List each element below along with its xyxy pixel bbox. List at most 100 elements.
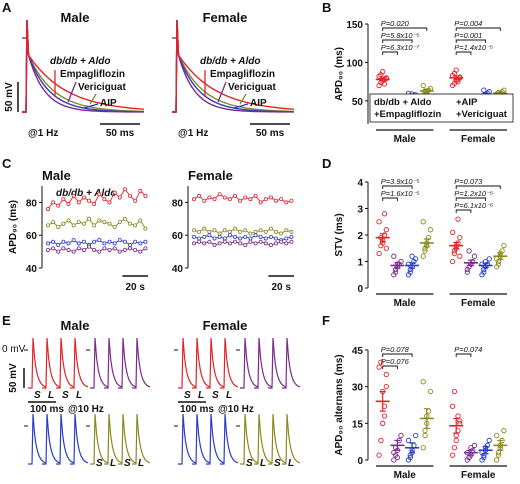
trace-label: AIP: [100, 98, 117, 109]
error-bar: [409, 442, 416, 454]
beat-label: L: [226, 390, 232, 401]
data-point: [202, 226, 207, 231]
data-point: [451, 250, 458, 257]
data-point: [46, 241, 51, 246]
data-point: [274, 241, 279, 246]
scale-label: 50 ms: [106, 128, 135, 139]
data-point: [92, 239, 97, 244]
bracket: [455, 197, 487, 201]
data-point: [81, 239, 86, 244]
scale-label: 50 ms: [256, 128, 285, 139]
ap-trace: [70, 413, 89, 465]
data-point: [289, 229, 294, 234]
data-point: [227, 241, 232, 246]
data-point: [197, 193, 202, 198]
data-point: [243, 195, 248, 200]
bracket: [382, 365, 398, 369]
data-point: [122, 239, 127, 244]
scale-label: 100 ms: [180, 404, 214, 415]
data-point: [413, 432, 419, 439]
data-point: [420, 82, 426, 89]
data-point: [268, 226, 273, 231]
data-point: [253, 229, 258, 234]
data-point: [391, 457, 397, 463]
data-point: [466, 248, 472, 254]
p-value: P=6.1x10⁻⁶: [454, 201, 493, 210]
data-point: [394, 454, 401, 461]
y-tick-label: 40: [26, 264, 38, 275]
data-point: [81, 247, 86, 252]
data-point: [381, 211, 388, 217]
beat-label: S: [246, 458, 253, 469]
y-tick-label: 40: [172, 264, 184, 275]
category-label: Male: [394, 134, 417, 145]
data-point: [381, 81, 388, 87]
data-point: [102, 197, 107, 202]
data-point: [207, 195, 212, 200]
error-bar: [423, 88, 430, 94]
category-label: Male: [394, 470, 417, 481]
data-point: [76, 246, 81, 251]
ap-trace: [132, 337, 151, 389]
ap-trace: [104, 413, 123, 465]
data-point: [138, 241, 143, 246]
data-point: [455, 413, 461, 419]
data-point: [46, 247, 51, 252]
trace-label: Vericiguat: [78, 82, 126, 93]
data-point: [258, 228, 263, 233]
data-point: [407, 269, 413, 275]
bracket: [382, 197, 398, 201]
error-bar: [379, 77, 386, 82]
beat-label: S: [124, 458, 131, 469]
data-point: [464, 266, 470, 273]
error-bar: [379, 233, 386, 243]
data-point: [202, 234, 207, 239]
data-point: [409, 253, 415, 259]
panel-title: Female: [203, 318, 248, 333]
ap-trace: [206, 413, 225, 465]
y-tick-label: 60: [172, 231, 184, 242]
beat-label: S: [62, 390, 69, 401]
data-point: [56, 243, 61, 248]
category-label: Female: [461, 470, 496, 481]
data-point: [248, 236, 253, 241]
category-label: Female: [461, 134, 496, 145]
data-point: [457, 253, 463, 259]
data-point: [117, 195, 122, 200]
data-point: [197, 239, 202, 244]
data-point: [494, 457, 500, 463]
data-point: [481, 454, 487, 461]
y-tick-label: 30: [352, 383, 364, 394]
y-tick-label: 100: [346, 58, 363, 69]
data-point: [268, 243, 273, 248]
data-point: [76, 200, 81, 205]
bracket: [382, 27, 428, 31]
data-point: [263, 241, 268, 246]
data-point: [258, 239, 263, 244]
ap-trace: [178, 337, 197, 389]
data-point: [138, 249, 143, 254]
y-tick-label: 4: [357, 178, 363, 189]
data-point: [197, 236, 202, 241]
data-point: [449, 452, 456, 458]
data-point: [107, 239, 112, 244]
beat-label: S: [96, 458, 103, 469]
data-point: [253, 193, 258, 198]
data-point: [233, 226, 238, 231]
data-point: [279, 197, 284, 202]
data-point: [46, 206, 51, 211]
data-point: [122, 247, 127, 252]
bracket: [455, 353, 472, 357]
ap-trace: [42, 337, 61, 389]
beat-label: L: [198, 390, 204, 401]
beat-label: L: [288, 458, 294, 469]
arrow: [233, 103, 249, 109]
ap-trace: [104, 337, 123, 389]
data-point: [51, 246, 56, 251]
error-bar: [453, 75, 460, 81]
category-label: Male: [394, 298, 417, 309]
trace-label: Vericiguat: [228, 82, 276, 93]
data-point: [66, 247, 71, 252]
scale-label: 20 s: [125, 282, 145, 293]
data-point: [128, 193, 133, 198]
